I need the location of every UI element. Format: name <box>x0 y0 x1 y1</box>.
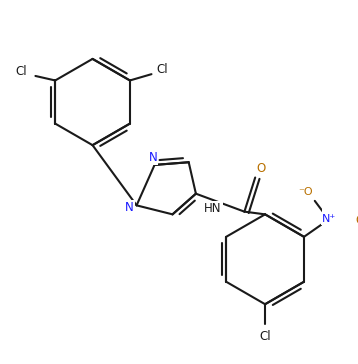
Text: Cl: Cl <box>259 330 271 343</box>
Text: Cl: Cl <box>156 63 168 76</box>
Text: N: N <box>148 151 157 164</box>
Text: HN: HN <box>204 202 222 214</box>
Text: N⁺: N⁺ <box>322 214 336 224</box>
Text: ⁻O: ⁻O <box>299 187 313 197</box>
Text: N: N <box>125 201 134 214</box>
Text: O: O <box>256 162 265 175</box>
Text: O: O <box>355 214 358 227</box>
Text: Cl: Cl <box>15 65 27 78</box>
